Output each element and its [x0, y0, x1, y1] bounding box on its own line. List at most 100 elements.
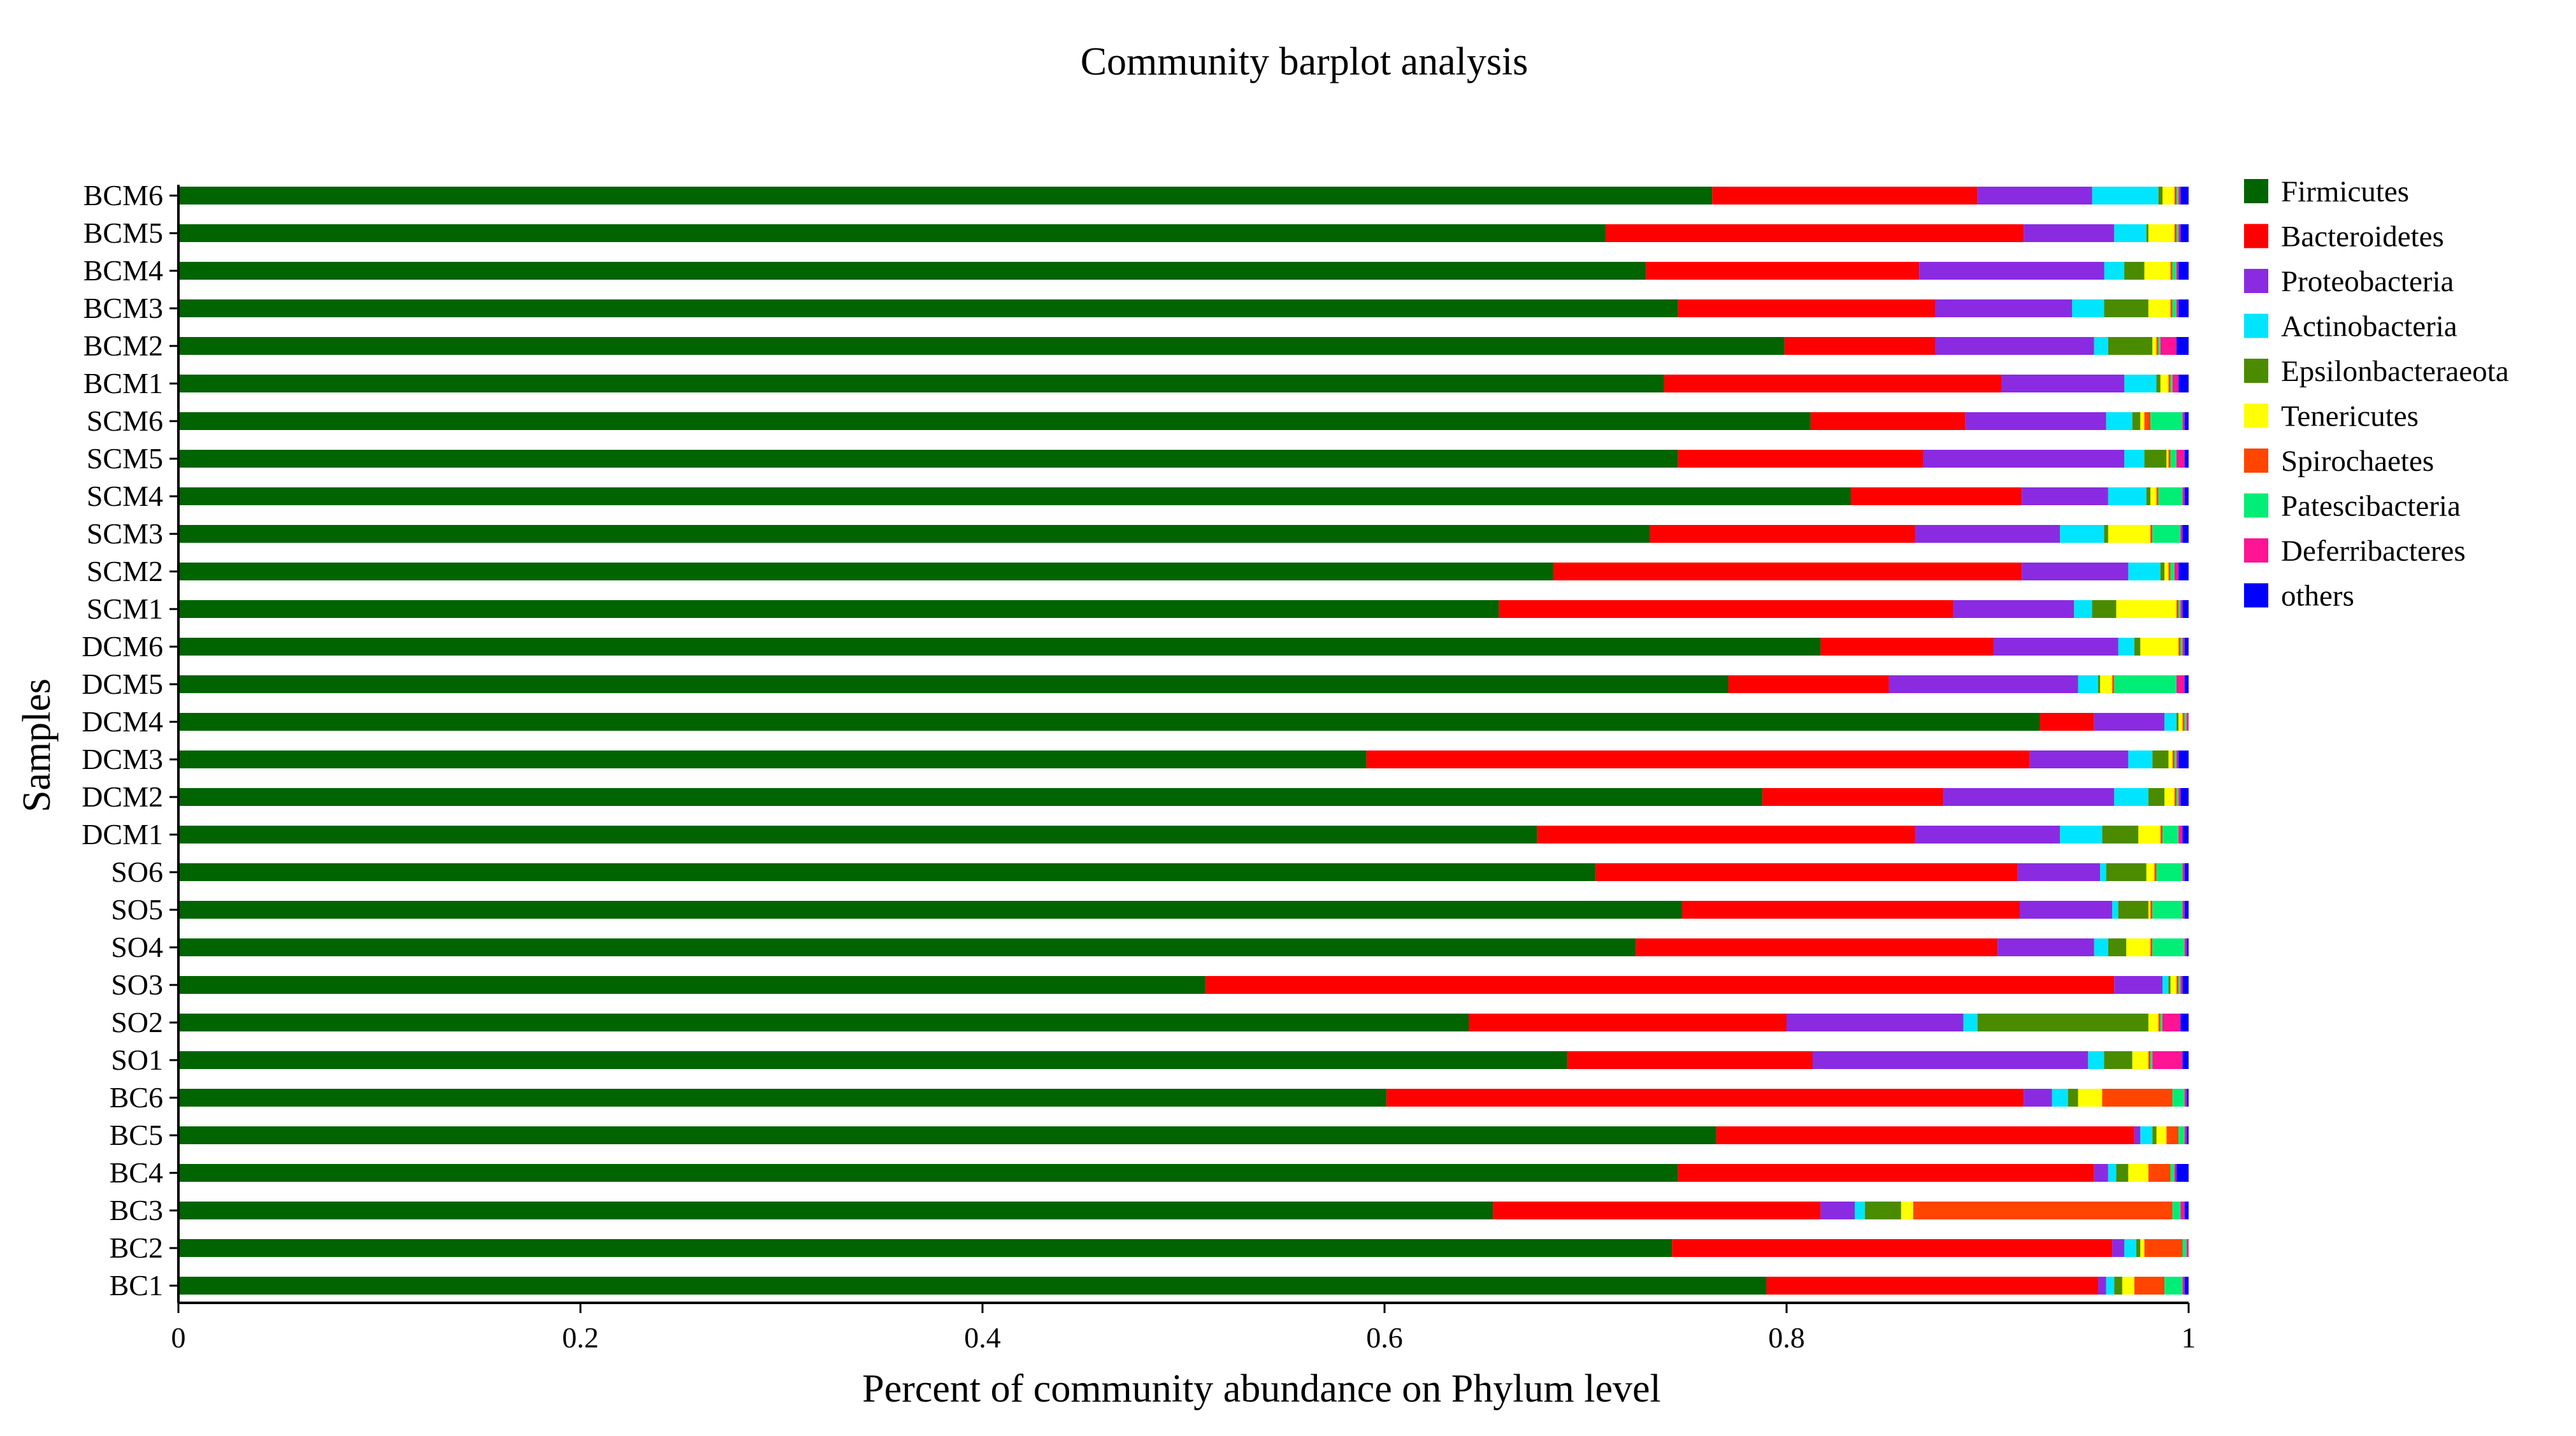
y-tick-label: BC5: [110, 1119, 163, 1151]
bar-BC5-spirochaetes: [2166, 1126, 2179, 1144]
bar-group-BCM1: [178, 375, 2189, 392]
bar-DCM5-deferribacteres: [2177, 675, 2185, 693]
bar-SO6-actinobacteria: [2100, 863, 2106, 881]
legend-label-proteobacteria: Proteobacteria: [2281, 265, 2454, 298]
bar-BC5-actinobacteria: [2140, 1126, 2153, 1144]
bar-BC4-deferribacteres: [2174, 1164, 2177, 1182]
y-tick-label: BCM2: [83, 329, 163, 362]
bar-SCM3-others: [2182, 525, 2189, 543]
bar-SCM2-patescibacteria: [2170, 563, 2175, 580]
bar-BCM6-deferribacteres: [2178, 187, 2181, 205]
y-tick-label: SCM4: [87, 480, 163, 512]
bar-SO6-spirochaetes: [2154, 863, 2157, 881]
bar-SCM4-actinobacteria: [2108, 487, 2147, 505]
bar-BC5-bacteroidetes: [1716, 1126, 2134, 1144]
legend-swatch-actinobacteria: [2244, 313, 2268, 338]
x-tick-label: 1: [2182, 1321, 2196, 1354]
bar-DCM4-bacteroidetes: [2040, 713, 2094, 731]
legend-label-deferribacteres: Deferribacteres: [2281, 535, 2466, 568]
bar-BCM6-epsilonbacteraeota: [2158, 187, 2162, 205]
bar-BCM6-others: [2180, 187, 2189, 205]
bar-SO5-firmicutes: [178, 901, 1682, 919]
bar-DCM3-proteobacteria: [2029, 750, 2129, 768]
bar-BC5-tenericutes: [2156, 1126, 2167, 1144]
bar-SO2-others: [2180, 1014, 2189, 1031]
bar-SCM6-others: [2184, 412, 2189, 430]
bar-SCM4-spirochaetes: [2156, 487, 2159, 505]
bar-DCM6-firmicutes: [178, 638, 1821, 656]
bar-BC4-proteobacteria: [2094, 1164, 2108, 1182]
bar-BC1-firmicutes: [178, 1277, 1767, 1295]
bar-DCM1-tenericutes: [2138, 826, 2161, 844]
bar-SO6-deferribacteres: [2182, 863, 2185, 881]
bar-DCM2-actinobacteria: [2114, 788, 2148, 806]
bar-DCM6-epsilonbacteraeota: [2134, 638, 2141, 656]
bar-SCM6-deferribacteres: [2182, 412, 2185, 430]
y-tick-label: DCM1: [82, 818, 163, 851]
bar-BCM5-proteobacteria: [2024, 224, 2115, 242]
bar-DCM5-epsilonbacteraeota: [2098, 675, 2101, 693]
bar-DCM4-tenericutes: [2178, 713, 2183, 731]
bar-SO1-actinobacteria: [2088, 1051, 2105, 1069]
bar-SCM4-firmicutes: [178, 487, 1851, 505]
bar-BCM5-others: [2180, 224, 2189, 242]
y-tick-label: DCM5: [82, 668, 163, 700]
bar-BCM5-actinobacteria: [2114, 224, 2147, 242]
bar-DCM2-proteobacteria: [1943, 788, 2115, 806]
bar-SCM6-firmicutes: [178, 412, 1811, 430]
bar-BC6-epsilonbacteraeota: [2068, 1089, 2078, 1107]
bar-SCM2-bacteroidetes: [1553, 563, 2022, 580]
bars-layer: [178, 187, 2189, 1295]
bar-BCM1-deferribacteres: [2172, 375, 2179, 392]
y-tick-label: SCM1: [87, 592, 163, 625]
bar-SO4-patescibacteria: [2152, 938, 2185, 956]
bar-BC4-others: [2177, 1164, 2189, 1182]
bar-BC1-bacteroidetes: [1766, 1277, 2099, 1295]
bar-SCM3-tenericutes: [2108, 525, 2151, 543]
bar-BC3-epsilonbacteraeota: [1865, 1202, 1901, 1219]
bar-BC4-bacteroidetes: [1678, 1164, 2094, 1182]
bar-BCM4-firmicutes: [178, 262, 1646, 280]
bar-group-BC6: [178, 1089, 2189, 1107]
bar-DCM5-tenericutes: [2100, 675, 2113, 693]
bar-group-BC4: [178, 1164, 2189, 1182]
legend-label-tenericutes: Tenericutes: [2281, 400, 2419, 433]
x-tick-label: 0.8: [1768, 1321, 1805, 1354]
bar-BC1-actinobacteria: [2106, 1277, 2115, 1295]
bar-SO2-actinobacteria: [1963, 1014, 1978, 1031]
bar-SO1-firmicutes: [178, 1051, 1568, 1069]
bar-BCM2-tenericutes: [2152, 337, 2157, 355]
bar-SCM1-tenericutes: [2116, 600, 2177, 618]
bar-SO4-others: [2186, 938, 2189, 956]
bar-BCM6-patescibacteria: [2177, 187, 2179, 205]
bar-BCM1-patescibacteria: [2170, 375, 2173, 392]
bar-group-BC1: [178, 1277, 2189, 1295]
bar-group-SCM2: [178, 563, 2189, 580]
x-tick-label: 0.4: [964, 1321, 1001, 1354]
legend-label-bacteroidetes: Bacteroidetes: [2281, 220, 2444, 254]
bar-SO3-tenericutes: [2170, 976, 2177, 994]
y-tick-label: BCM3: [83, 292, 163, 324]
bar-group-SCM3: [178, 525, 2189, 543]
bar-SO1-deferribacteres: [2152, 1051, 2183, 1069]
bar-SCM1-deferribacteres: [2180, 600, 2183, 618]
bar-SCM6-tenericutes: [2140, 412, 2145, 430]
bar-BCM1-spirochaetes: [2168, 375, 2171, 392]
x-tick-label: 0.6: [1366, 1321, 1403, 1354]
bar-SCM6-epsilonbacteraeota: [2132, 412, 2141, 430]
bar-BC4-firmicutes: [178, 1164, 1678, 1182]
bar-group-SCM5: [178, 450, 2189, 468]
y-tick-label: BC3: [110, 1194, 163, 1226]
bar-BC2-patescibacteria: [2182, 1239, 2187, 1257]
bar-group-DCM2: [178, 788, 2189, 806]
bar-SO3-firmicutes: [178, 976, 1206, 994]
y-tick-label: DCM4: [82, 705, 163, 738]
bar-BCM5-deferribacteres: [2178, 224, 2181, 242]
bar-SCM5-tenericutes: [2166, 450, 2169, 468]
bar-BCM6-proteobacteria: [1977, 187, 2092, 205]
bar-DCM4-actinobacteria: [2164, 713, 2177, 731]
bar-group-BC5: [178, 1126, 2189, 1144]
bar-SCM6-patescibacteria: [2150, 412, 2183, 430]
bar-BC6-firmicutes: [178, 1089, 1387, 1107]
bar-DCM4-firmicutes: [178, 713, 2040, 731]
